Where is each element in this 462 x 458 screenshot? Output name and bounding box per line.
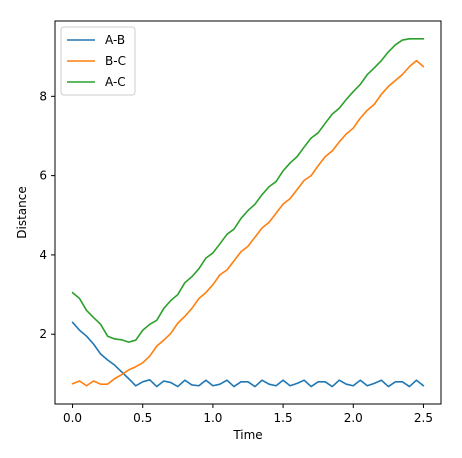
x-tick-label: 2.5 [414,411,433,425]
x-axis-ticks: 0.0 0.5 1.0 1.5 2.0 2.5 [63,404,433,425]
series-line-a-c [71,38,425,343]
series-line-a-b [71,321,425,388]
x-tick-label: 1.0 [203,411,222,425]
x-tick-label: 0.5 [133,411,152,425]
y-tick-label: 6 [39,169,47,183]
y-axis-ticks: 2 4 6 8 [39,89,55,341]
y-tick-label: 4 [39,248,47,262]
legend-box [60,26,136,96]
axes-frame [54,20,442,405]
legend-label-b-c: B-C [105,54,126,68]
y-axis-label: Distance [15,186,29,238]
y-tick-label: 8 [39,89,47,103]
series-layer [71,38,425,388]
legend-label-a-c: A-C [105,75,126,89]
x-tick-label: 2.0 [344,411,363,425]
legend: A-B B-C A-C [60,26,136,96]
x-tick-label: 1.5 [274,411,293,425]
legend-label-a-b: A-B [105,33,125,47]
x-axis-label: Time [232,428,262,442]
y-tick-label: 2 [39,327,47,341]
x-tick-label: 0.0 [63,411,82,425]
series-line-b-c [71,59,425,387]
